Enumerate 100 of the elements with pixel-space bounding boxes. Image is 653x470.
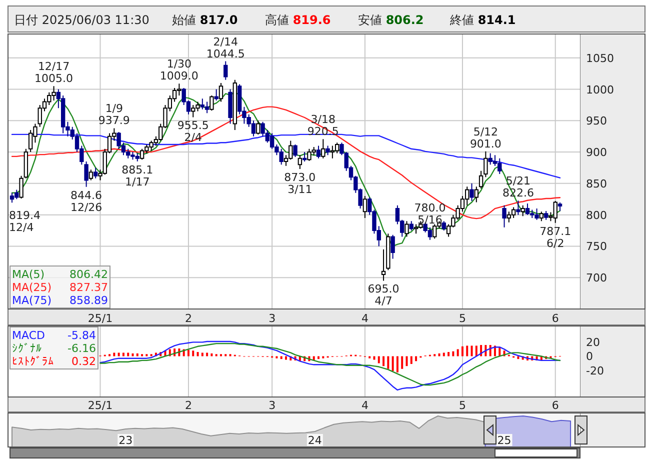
y-tick-label: 950 (586, 114, 607, 128)
x-tick-label: 2 (184, 312, 192, 325)
bar (192, 350, 194, 356)
annotation: 780.0 5/16 (414, 201, 446, 226)
annotation: 844.6 12/26 (70, 188, 102, 214)
candlestick (390, 234, 395, 260)
bar (517, 356, 520, 360)
annotation: 873.0 3/11 (284, 170, 316, 196)
bar (210, 353, 213, 356)
text: MACD -5.84 (12, 329, 96, 342)
annotation: 695.0 4/7 (368, 282, 400, 308)
candlestick (19, 175, 24, 199)
bar (201, 352, 204, 356)
candlestick (544, 210, 548, 220)
bar (410, 356, 412, 364)
candlestick (484, 150, 488, 178)
candlestick (200, 98, 205, 110)
candlestick (511, 206, 516, 218)
text: 高値 819.6 (265, 13, 331, 27)
candlestick (316, 145, 321, 159)
candlestick (506, 211, 512, 223)
bar (392, 356, 394, 371)
candlestick (520, 204, 525, 217)
bar (470, 346, 473, 356)
annotation: 12/17 1005.0 (34, 60, 74, 86)
candlestick (88, 169, 94, 181)
candlestick (502, 204, 506, 228)
y-tick-label: -20 (586, 364, 604, 378)
x-tick-label: 6 (552, 399, 559, 412)
candlestick (525, 203, 530, 216)
candlestick (224, 60, 228, 80)
candlestick (381, 248, 386, 282)
bar (132, 353, 134, 356)
candlestick (293, 144, 298, 158)
bar (387, 356, 390, 369)
text: MA(25) 827.37 (12, 281, 108, 294)
candlestick (539, 211, 544, 222)
candlestick (321, 138, 326, 159)
candlestick (232, 79, 238, 131)
candlestick (10, 192, 14, 204)
candlestick (302, 152, 307, 162)
candlestick (326, 145, 330, 156)
y-tick-label: 1000 (586, 83, 614, 96)
text: 始値 817.0 (172, 13, 238, 27)
annotation: 885.1 1/17 (122, 163, 154, 188)
y-tick-label: 850 (586, 177, 607, 190)
annotation: 1/30 1009.0 (160, 58, 198, 83)
bar (122, 352, 124, 356)
candlestick (386, 233, 390, 271)
text: 安値 806.2 (358, 13, 424, 27)
y-tick-label: 900 (586, 146, 607, 160)
candlestick (24, 148, 28, 179)
bar (196, 352, 199, 356)
bar (206, 352, 208, 356)
x-tick-label: 5 (458, 312, 466, 325)
bar (318, 356, 320, 360)
x-tick-label: 4 (361, 312, 368, 325)
candlestick (362, 195, 368, 218)
annotation: 5/12 901.0 (470, 125, 502, 150)
x-tick-label: 3 (268, 399, 276, 412)
bar (113, 352, 116, 356)
bar (280, 356, 282, 360)
candlestick (256, 120, 260, 135)
bar (378, 356, 380, 364)
candlestick (404, 220, 409, 238)
bar (285, 356, 287, 360)
x-tick-label: 5 (458, 399, 466, 412)
candlestick (409, 220, 414, 232)
bar (406, 356, 408, 366)
candlestick (558, 202, 562, 212)
text: 終値 814.1 (449, 13, 516, 27)
candlestick (218, 82, 224, 102)
candlestick (516, 200, 520, 216)
x-tick-label: 25/1 (88, 312, 113, 325)
candlestick (84, 160, 88, 188)
bar (461, 346, 464, 356)
x-tick-label: 4 (361, 399, 368, 412)
text: 日付 2025/06/03 11:30 (14, 13, 150, 27)
bar (118, 352, 120, 356)
y-tick-label: 800 (586, 208, 607, 222)
candlestick (470, 182, 474, 202)
y-tick-label: 0 (586, 350, 593, 364)
candlestick (204, 101, 210, 114)
x-tick-label: 24 (308, 434, 322, 447)
bar (415, 356, 418, 362)
candlestick (93, 167, 98, 179)
bar (401, 356, 404, 369)
candlestick (214, 88, 218, 102)
bar (456, 349, 459, 356)
y-tick-label: 700 (586, 272, 607, 285)
bar (448, 352, 450, 356)
bar (127, 352, 130, 356)
x-tick-label: 25/1 (88, 399, 113, 412)
text: ﾋｽﾄｸﾞﾗﾑ 0.32 (12, 355, 96, 368)
candlestick (478, 170, 484, 189)
x-tick-label: 3 (268, 312, 276, 325)
annotation: 1/9 937.9 (98, 102, 130, 128)
x-tick-label: 2 (184, 399, 192, 412)
x-tick-label: 25 (497, 434, 512, 447)
bar (396, 356, 398, 372)
